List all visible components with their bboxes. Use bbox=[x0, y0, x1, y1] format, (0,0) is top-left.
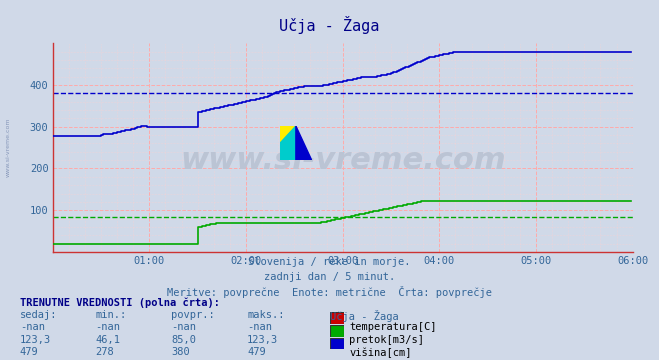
Text: -nan: -nan bbox=[171, 322, 196, 332]
Text: -nan: -nan bbox=[20, 322, 45, 332]
Text: -nan: -nan bbox=[96, 322, 121, 332]
Text: -nan: -nan bbox=[247, 322, 272, 332]
Text: zadnji dan / 5 minut.: zadnji dan / 5 minut. bbox=[264, 272, 395, 282]
Text: maks.:: maks.: bbox=[247, 310, 285, 320]
Text: www.si-vreme.com: www.si-vreme.com bbox=[180, 146, 505, 175]
Text: 123,3: 123,3 bbox=[247, 335, 278, 345]
Text: Učja - Žaga: Učja - Žaga bbox=[330, 310, 398, 321]
Text: Slovenija / reke in morje.: Slovenija / reke in morje. bbox=[248, 257, 411, 267]
Polygon shape bbox=[296, 126, 312, 160]
Text: 85,0: 85,0 bbox=[171, 335, 196, 345]
Text: Meritve: povprečne  Enote: metrične  Črta: povprečje: Meritve: povprečne Enote: metrične Črta:… bbox=[167, 286, 492, 298]
Text: Učja - Žaga: Učja - Žaga bbox=[279, 16, 380, 34]
Text: TRENUTNE VREDNOSTI (polna črta):: TRENUTNE VREDNOSTI (polna črta): bbox=[20, 297, 219, 307]
Text: povpr.:: povpr.: bbox=[171, 310, 215, 320]
Text: 479: 479 bbox=[247, 347, 266, 357]
Text: pretok[m3/s]: pretok[m3/s] bbox=[349, 335, 424, 345]
Text: 46,1: 46,1 bbox=[96, 335, 121, 345]
Text: 278: 278 bbox=[96, 347, 114, 357]
Polygon shape bbox=[280, 126, 296, 143]
Text: temperatura[C]: temperatura[C] bbox=[349, 322, 437, 332]
Text: sedaj:: sedaj: bbox=[20, 310, 57, 320]
Polygon shape bbox=[280, 126, 296, 160]
Text: min.:: min.: bbox=[96, 310, 127, 320]
Text: višina[cm]: višina[cm] bbox=[349, 347, 412, 358]
Text: www.si-vreme.com: www.si-vreme.com bbox=[5, 118, 11, 177]
Text: 123,3: 123,3 bbox=[20, 335, 51, 345]
Text: 380: 380 bbox=[171, 347, 190, 357]
Text: 479: 479 bbox=[20, 347, 38, 357]
